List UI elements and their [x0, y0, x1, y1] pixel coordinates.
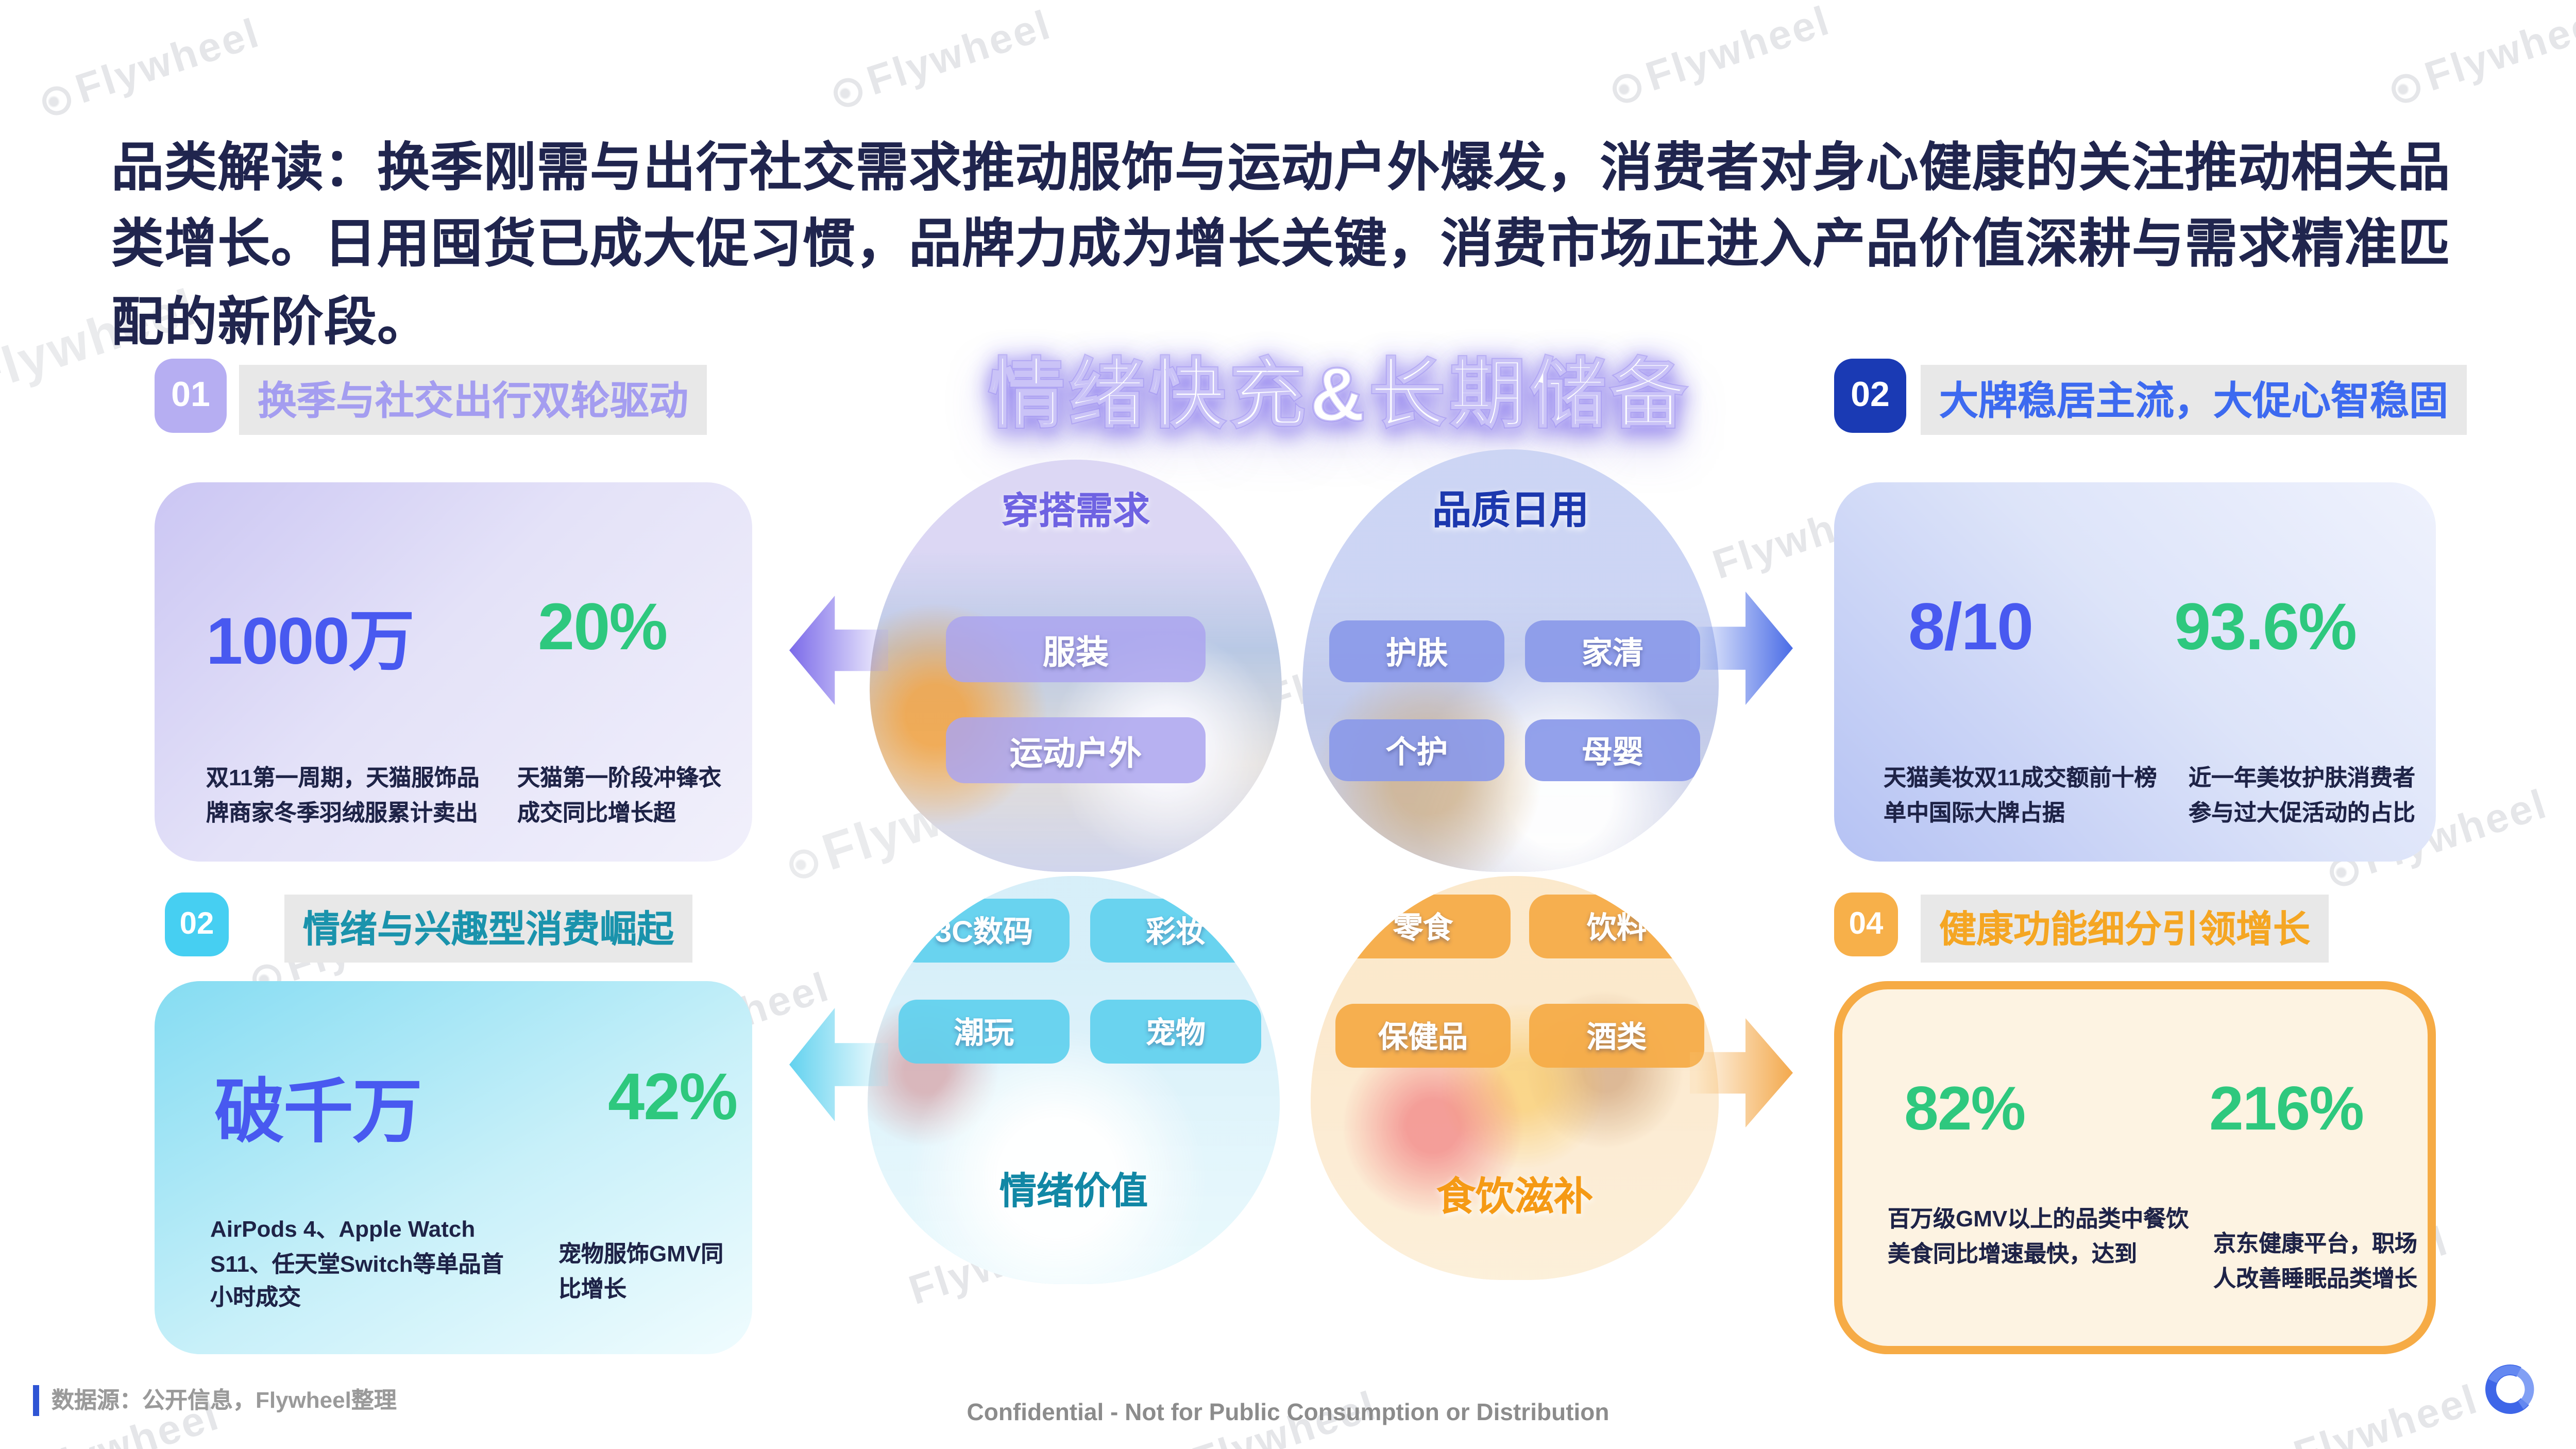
quadrant-label: 情绪价值 [999, 1171, 1148, 1212]
stat-value: 42% [608, 1059, 738, 1134]
flywheel-logo-icon [829, 73, 866, 110]
stat-value: 93.6% [2174, 589, 2357, 664]
stat-value: 82% [1904, 1076, 2026, 1144]
section-01-card: 1000万 20% 双11第一周期，天猫服饰品牌商家冬季羽绒服累计卖出 天猫第一… [155, 482, 752, 862]
category-pill: 宠物 [1090, 1000, 1261, 1064]
section-02-left-card: 破千万 42% AirPods 4、Apple Watch S11、任天堂Swi… [155, 981, 752, 1354]
quadrant-label: 食饮滋补 [1436, 1177, 1593, 1220]
section-02-right-card: 8/10 93.6% 天猫美妆双11成交额前十榜单中国际大牌占据 近一年美妆护肤… [1834, 482, 2436, 862]
quadrant-daily: 品质日用 护肤 家清 个护 母婴 [1302, 449, 1719, 872]
stat-value: 1000万 [206, 604, 415, 678]
category-pill: 运动户外 [946, 717, 1206, 783]
category-pill: 母婴 [1525, 719, 1700, 781]
quadrant-label: 穿搭需求 [1002, 491, 1150, 532]
source-accent-bar [33, 1384, 39, 1415]
section-04-card: 82% 216% 百万级GMV以上的品类中餐饮美食同比增速最快，达到 京东健康平… [1834, 981, 2436, 1354]
section-01-badge: 01 [155, 359, 227, 433]
stat-description: 京东健康平台，职场人改善睡眠品类增长 [2213, 1233, 2417, 1291]
stat-description: 百万级GMV以上的品类中餐饮美食同比增速最快，达到 [1888, 1208, 2189, 1267]
category-pill: 3C数码 [899, 899, 1070, 963]
category-pill: 保健品 [1335, 1004, 1511, 1068]
quadrant-label: 品质日用 [1432, 491, 1589, 534]
category-pill: 饮料 [1529, 895, 1704, 958]
flywheel-logo-icon [1608, 69, 1645, 106]
flywheel-watermark: Flywheel [36, 11, 267, 127]
stat-value: 20% [538, 589, 668, 664]
stat-value: 破千万 [214, 1074, 422, 1152]
section-02-right-badge: 02 [1834, 359, 1906, 433]
section-04-title: 健康功能细分引领增长 [1921, 895, 2329, 963]
section-04-badge: 04 [1834, 892, 1898, 956]
category-pill: 零食 [1335, 895, 1511, 958]
category-pill: 护肤 [1329, 620, 1504, 682]
stat-description: AirPods 4、Apple Watch S11、任天堂Switch等单品首小… [210, 1218, 504, 1311]
category-pill: 个护 [1329, 719, 1504, 781]
section-02-left-title: 情绪与兴趣型消费崛起 [284, 895, 692, 963]
flywheel-logo-icon [2485, 1364, 2535, 1414]
stat-value: 216% [2209, 1076, 2364, 1144]
section-02-left-badge: 02 [165, 892, 229, 956]
stat-description: 近一年美妆护肤消费者参与过大促活动的占比 [2189, 767, 2415, 825]
flywheel-logo-icon [38, 81, 75, 118]
data-source: 数据源：公开信息，Flywheel整理 [33, 1383, 397, 1416]
category-pill: 彩妆 [1090, 899, 1261, 963]
stat-value: 8/10 [1908, 589, 2033, 664]
flywheel-watermark: Flywheel [2385, 0, 2576, 114]
stat-description: 宠物服饰GMV同比增长 [558, 1243, 724, 1302]
confidential-note: Confidential - Not for Public Consumptio… [967, 1402, 1609, 1426]
quadrant-emotion: 3C数码 彩妆 潮玩 宠物 情绪价值 [868, 876, 1280, 1284]
quadrant-wear: 穿搭需求 服装 运动户外 [870, 460, 1282, 872]
page-title: 品类解读：换季刚需与出行社交需求推动服饰与运动户外爆发，消费者对身心健康的关注推… [111, 140, 2451, 352]
category-pill: 酒类 [1529, 1004, 1704, 1068]
stat-description: 双11第一周期，天猫服饰品牌商家冬季羽绒服累计卖出 [206, 767, 480, 825]
center-headline: 情绪快充&长期储备 [988, 351, 1691, 438]
flywheel-watermark: Flywheel [827, 3, 1058, 119]
section-01-title: 换季与社交出行双轮驱动 [239, 365, 707, 435]
stat-description: 天猫第一阶段冲锋衣成交同比增长超 [517, 767, 721, 825]
quadrant-food: 零食 饮料 保健品 酒类 食饮滋补 [1311, 876, 1719, 1280]
category-pill: 家清 [1525, 620, 1700, 682]
category-pill: 服装 [946, 616, 1206, 682]
category-pill: 潮玩 [899, 1000, 1070, 1064]
section-02-right-title: 大牌稳居主流，大促心智稳固 [1921, 365, 2467, 435]
flywheel-watermark: Flywheel [1606, 0, 1837, 114]
flywheel-logo-icon [2387, 69, 2424, 106]
stat-description: 天猫美妆双11成交额前十榜单中国际大牌占据 [1884, 767, 2157, 825]
flywheel-logo-icon [785, 845, 822, 881]
